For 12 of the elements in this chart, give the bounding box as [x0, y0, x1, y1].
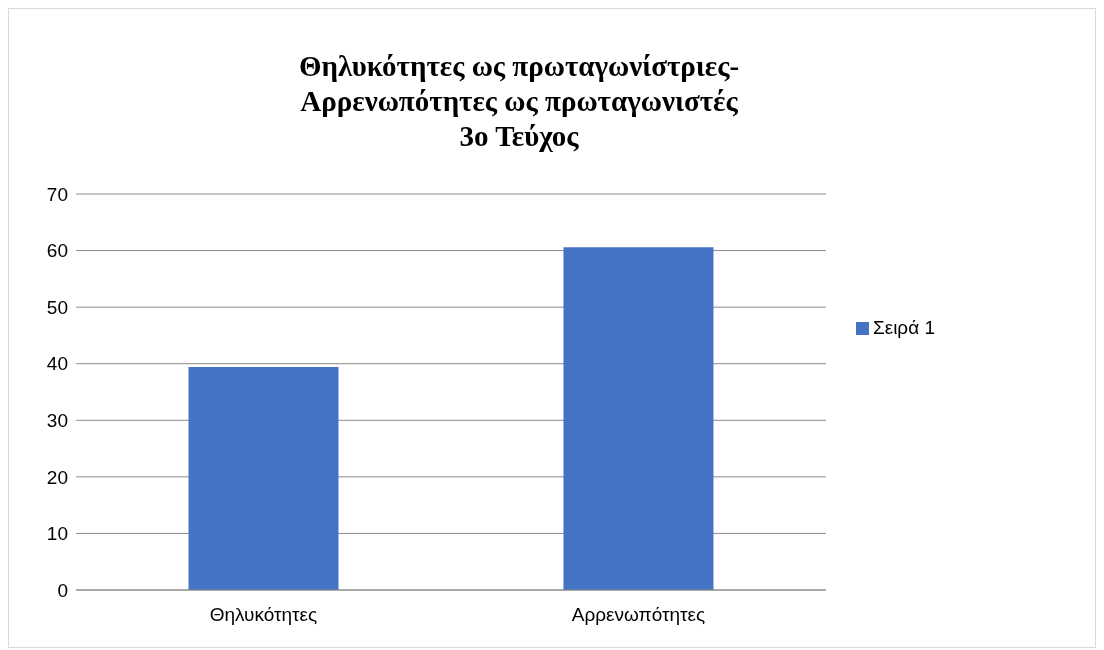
y-tick-label: 30 — [46, 410, 68, 432]
y-tick-label: 20 — [46, 466, 68, 488]
y-tick-label: 60 — [46, 240, 68, 262]
y-tick-label: 70 — [46, 183, 68, 205]
y-tick-label: 10 — [46, 523, 68, 545]
chart-title: Θηλυκότητες ως πρωταγωνίστριες- Αρρενωπότητες ως πρωταγωνιστές 3ο Τεύχος — [297, 49, 741, 154]
y-tick-label: 40 — [46, 353, 68, 375]
x-tick-label: Θηλυκότητες — [209, 604, 318, 626]
y-tick-label: 50 — [46, 296, 68, 318]
legend-label: Σειρά 1 — [872, 317, 935, 338]
x-tick-label: Αρρενωπότητες — [571, 604, 706, 626]
y-tick-label: 0 — [57, 579, 68, 601]
